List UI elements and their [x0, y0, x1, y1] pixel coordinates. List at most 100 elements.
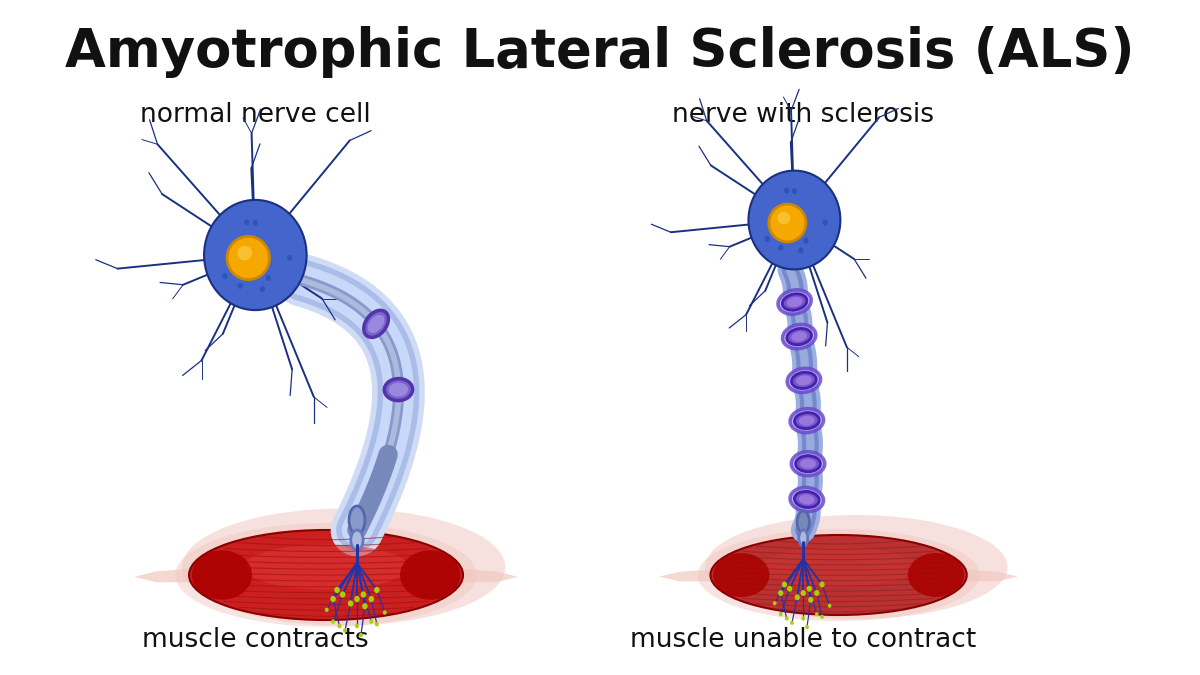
Ellipse shape [374, 587, 379, 593]
Ellipse shape [713, 553, 769, 597]
Text: nerve with sclerosis: nerve with sclerosis [672, 102, 935, 128]
Ellipse shape [776, 217, 782, 223]
Ellipse shape [340, 591, 346, 597]
Ellipse shape [778, 245, 784, 250]
Ellipse shape [787, 329, 811, 345]
Ellipse shape [787, 369, 821, 392]
Ellipse shape [367, 315, 384, 333]
Ellipse shape [370, 619, 373, 624]
Ellipse shape [778, 590, 784, 596]
Ellipse shape [794, 594, 800, 600]
Polygon shape [449, 568, 518, 583]
Text: Amyotrophic Lateral Sclerosis (ALS): Amyotrophic Lateral Sclerosis (ALS) [65, 26, 1135, 78]
Polygon shape [659, 568, 724, 581]
Ellipse shape [330, 596, 336, 602]
Ellipse shape [368, 596, 374, 602]
Ellipse shape [343, 628, 347, 632]
Ellipse shape [782, 294, 806, 310]
Ellipse shape [706, 515, 1008, 619]
Ellipse shape [350, 530, 364, 550]
Ellipse shape [796, 375, 811, 385]
Ellipse shape [778, 212, 791, 224]
Ellipse shape [389, 383, 408, 397]
Ellipse shape [710, 535, 967, 615]
Ellipse shape [785, 616, 788, 620]
Ellipse shape [803, 238, 809, 244]
Ellipse shape [764, 236, 770, 242]
Ellipse shape [238, 246, 252, 260]
Ellipse shape [360, 591, 366, 597]
Ellipse shape [784, 188, 790, 194]
Ellipse shape [750, 188, 824, 261]
Text: muscle contracts: muscle contracts [142, 627, 368, 653]
Ellipse shape [799, 416, 815, 426]
Ellipse shape [805, 625, 809, 629]
Ellipse shape [175, 523, 476, 627]
Ellipse shape [782, 325, 816, 349]
Ellipse shape [349, 506, 365, 534]
Ellipse shape [248, 269, 253, 275]
Ellipse shape [233, 256, 239, 262]
Ellipse shape [325, 608, 329, 612]
Ellipse shape [787, 297, 803, 307]
Ellipse shape [793, 234, 798, 240]
Ellipse shape [828, 603, 832, 608]
Ellipse shape [238, 283, 242, 289]
Ellipse shape [265, 275, 271, 281]
Ellipse shape [773, 601, 776, 605]
Ellipse shape [774, 220, 780, 226]
Ellipse shape [908, 553, 964, 597]
Ellipse shape [204, 200, 306, 310]
Ellipse shape [808, 597, 814, 603]
Ellipse shape [335, 587, 340, 593]
Ellipse shape [814, 590, 820, 596]
Ellipse shape [232, 248, 238, 254]
Ellipse shape [778, 290, 811, 315]
Ellipse shape [236, 252, 241, 258]
Ellipse shape [782, 582, 787, 587]
Ellipse shape [790, 408, 823, 433]
Ellipse shape [806, 586, 812, 592]
Ellipse shape [354, 596, 360, 602]
Ellipse shape [779, 612, 782, 616]
Ellipse shape [364, 310, 389, 338]
Ellipse shape [794, 412, 820, 429]
Ellipse shape [769, 204, 806, 242]
Ellipse shape [799, 530, 808, 546]
Ellipse shape [348, 600, 353, 607]
Polygon shape [954, 568, 1018, 581]
Text: normal nerve cell: normal nerve cell [140, 102, 371, 128]
Ellipse shape [400, 550, 461, 600]
Ellipse shape [798, 248, 804, 253]
Ellipse shape [254, 271, 259, 277]
Ellipse shape [790, 620, 794, 625]
Ellipse shape [790, 487, 823, 512]
Ellipse shape [244, 219, 250, 225]
Ellipse shape [820, 582, 824, 587]
Ellipse shape [260, 286, 265, 292]
Ellipse shape [799, 495, 815, 504]
Ellipse shape [815, 612, 818, 616]
Ellipse shape [697, 529, 979, 621]
Ellipse shape [359, 632, 362, 637]
Text: muscle unable to contract: muscle unable to contract [630, 627, 977, 653]
Ellipse shape [762, 547, 916, 587]
Ellipse shape [331, 619, 335, 624]
Ellipse shape [802, 616, 805, 620]
Ellipse shape [800, 459, 816, 468]
Ellipse shape [796, 456, 821, 472]
Ellipse shape [222, 273, 228, 279]
Ellipse shape [749, 171, 840, 269]
Ellipse shape [362, 603, 367, 610]
Ellipse shape [182, 508, 505, 626]
Ellipse shape [787, 586, 792, 592]
Ellipse shape [208, 219, 289, 300]
Ellipse shape [244, 545, 408, 589]
Ellipse shape [383, 610, 386, 615]
Ellipse shape [337, 624, 342, 628]
Ellipse shape [355, 624, 359, 628]
Polygon shape [134, 568, 203, 583]
Ellipse shape [822, 219, 828, 225]
Ellipse shape [384, 379, 413, 400]
Ellipse shape [190, 530, 463, 620]
